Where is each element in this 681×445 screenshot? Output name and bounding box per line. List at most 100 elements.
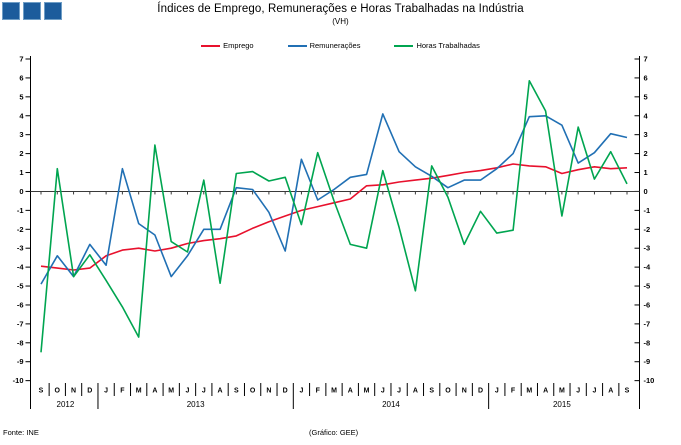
month-label: O xyxy=(250,388,256,395)
source-note: Fonte: INE xyxy=(3,428,39,437)
month-label: S xyxy=(625,388,630,395)
month-label: J xyxy=(397,388,401,395)
credit-note: (Gráfico: GEE) xyxy=(309,428,359,437)
month-label: F xyxy=(316,388,321,395)
month-label: D xyxy=(283,388,288,395)
logo-square xyxy=(23,2,41,20)
year-label: 2014 xyxy=(382,400,400,409)
legend-swatch xyxy=(394,44,414,47)
y-label-right: -10 xyxy=(644,376,655,385)
logo-square xyxy=(2,2,20,20)
logo-squares xyxy=(2,2,62,20)
month-label: S xyxy=(429,388,434,395)
y-label-left: 4 xyxy=(19,111,24,120)
month-label: O xyxy=(445,388,451,395)
y-label-right: -9 xyxy=(644,357,651,366)
month-label: D xyxy=(478,388,483,395)
month-label: M xyxy=(331,388,337,395)
month-label: J xyxy=(592,388,596,395)
zero-line-ticks xyxy=(40,191,628,195)
month-label: N xyxy=(462,388,467,395)
legend-label: Emprego xyxy=(223,41,254,50)
month-label: J xyxy=(495,388,499,395)
month-separators xyxy=(48,383,620,409)
legend-item-horas-trabalhadas: Horas Trabalhadas xyxy=(394,41,480,50)
y-label-left: 3 xyxy=(19,130,23,139)
month-label: F xyxy=(511,388,516,395)
month-label: J xyxy=(381,388,385,395)
y-label-right: -3 xyxy=(644,244,651,253)
month-label: M xyxy=(559,388,565,395)
y-label-left: -6 xyxy=(17,300,24,309)
year-label: 2013 xyxy=(187,400,205,409)
legend-label: Remunerações xyxy=(309,41,361,50)
y-label-left: -7 xyxy=(17,319,24,328)
y-label-right: -2 xyxy=(644,225,651,234)
y-tick-labels: 7 7 6 6 5 5 4 4 3 3 2 2 1 1 0 0 -1 -1 -2 -2 -3 -3 -4 -4 -5 -5 -6 -6… xyxy=(13,55,655,386)
y-label-left: 6 xyxy=(19,73,23,82)
month-label: F xyxy=(120,388,125,395)
month-label: A xyxy=(152,388,157,395)
chart-canvas: 7 7 6 6 5 5 4 4 3 3 2 2 1 1 0 0 -1 -1 -2 -2 -3 -3 -4 -4 -5 -5 -6 -6… xyxy=(13,55,655,409)
chart-title: Índices de Emprego, Remunerações e Horas… xyxy=(157,3,524,15)
month-label: M xyxy=(526,388,532,395)
month-label: J xyxy=(202,388,206,395)
month-label: M xyxy=(168,388,174,395)
year-label: 2012 xyxy=(57,400,75,409)
y-label-left: -10 xyxy=(13,376,24,385)
month-label: A xyxy=(348,388,353,395)
y-label-left: -1 xyxy=(17,206,24,215)
month-label: S xyxy=(39,388,44,395)
series-horas-trabalhadas xyxy=(40,80,628,353)
legend-item-remunera-es: Remunerações xyxy=(287,41,361,50)
y-label-right: -4 xyxy=(644,263,651,272)
y-label-left: 2 xyxy=(19,149,23,158)
month-label: N xyxy=(71,388,76,395)
month-label: N xyxy=(266,388,271,395)
y-label-right: -1 xyxy=(644,206,651,215)
y-label-right: 7 xyxy=(644,55,648,64)
legend-item-emprego: Emprego xyxy=(201,41,254,50)
y-label-left: 7 xyxy=(19,55,23,64)
y-label-right: 4 xyxy=(644,111,649,120)
month-label: S xyxy=(234,388,239,395)
legend-swatch xyxy=(201,44,221,47)
y-label-right: 3 xyxy=(644,130,648,139)
chart-legend: Emprego Remunerações Horas Trabalhadas xyxy=(0,41,681,50)
month-label: M xyxy=(364,388,370,395)
y-label-right: 1 xyxy=(644,168,648,177)
y-label-right: 2 xyxy=(644,149,648,158)
y-label-right: 0 xyxy=(644,187,648,196)
y-label-left: -8 xyxy=(17,338,24,347)
month-label: A xyxy=(413,388,418,395)
logo-square xyxy=(44,2,62,20)
legend-swatch xyxy=(287,44,307,47)
y-label-left: 1 xyxy=(19,168,23,177)
year-labels: 2012 2013 2014 2015 xyxy=(57,400,572,409)
y-label-left: -2 xyxy=(17,225,24,234)
month-label: A xyxy=(218,388,223,395)
month-label: A xyxy=(608,388,613,395)
y-label-right: -6 xyxy=(644,300,651,309)
month-label: A xyxy=(543,388,548,395)
month-label: O xyxy=(55,388,61,395)
month-label: D xyxy=(87,388,92,395)
y-label-left: 0 xyxy=(19,187,23,196)
legend-label: Horas Trabalhadas xyxy=(416,41,480,50)
series-remunera-es xyxy=(40,113,628,285)
y-label-right: 6 xyxy=(644,73,648,82)
month-label: J xyxy=(576,388,580,395)
y-label-left: 5 xyxy=(19,92,23,101)
series-emprego xyxy=(40,163,628,271)
y-label-right: -8 xyxy=(644,338,651,347)
year-label: 2015 xyxy=(553,400,571,409)
y-label-right: 5 xyxy=(644,92,648,101)
month-label: J xyxy=(186,388,190,395)
y-label-right: -7 xyxy=(644,319,651,328)
month-label: J xyxy=(104,388,108,395)
y-label-right: -5 xyxy=(644,282,651,291)
y-ticks xyxy=(25,58,640,382)
y-label-left: -4 xyxy=(17,263,24,272)
